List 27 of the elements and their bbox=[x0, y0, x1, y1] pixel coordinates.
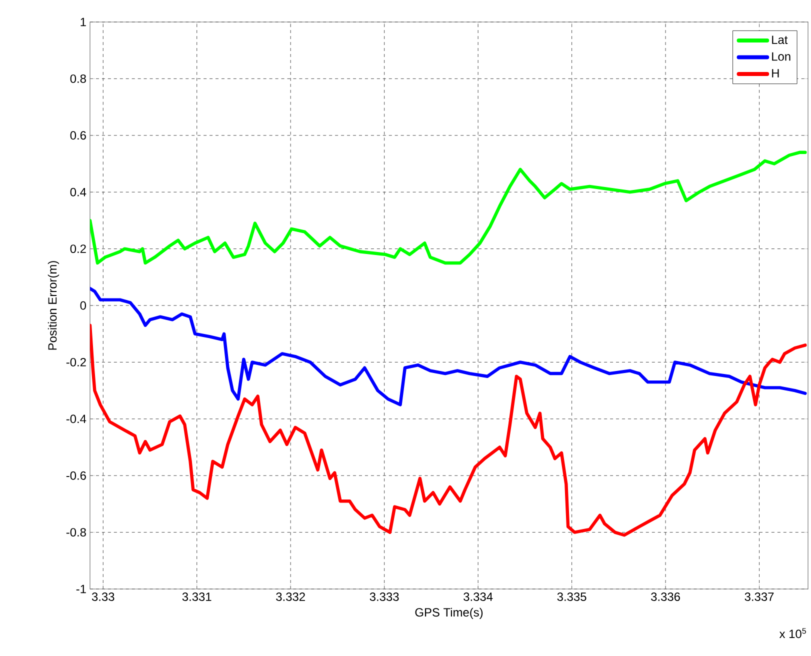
y-tick-label: 0.4 bbox=[70, 188, 86, 196]
x-tick-label: 3.331 bbox=[182, 592, 212, 601]
y-tick-label: -1 bbox=[76, 584, 86, 594]
y-tick-label: -0.6 bbox=[66, 471, 86, 480]
line-series bbox=[90, 286, 807, 406]
y-tick-label: -0.4 bbox=[66, 414, 86, 424]
x-tick-label: 3.334 bbox=[464, 592, 493, 601]
legend-label: Lat bbox=[772, 36, 788, 44]
y-tick-label: 0.6 bbox=[70, 131, 86, 140]
legend-label: Lon bbox=[772, 52, 790, 61]
x-tick-label: 3.332 bbox=[276, 592, 305, 601]
x-tick-label: 3.336 bbox=[651, 592, 680, 601]
line-series bbox=[90, 150, 807, 265]
x-tick-label: 3.33 bbox=[92, 592, 114, 601]
text: x 10$^{5}$ bbox=[779, 628, 806, 638]
y-tick-label: 0.8 bbox=[70, 74, 86, 83]
legend-label: H bbox=[772, 69, 779, 78]
y-tick-label: -0.2 bbox=[66, 358, 86, 366]
x-tick-label: 3.333 bbox=[370, 592, 399, 601]
x-axis-title: GPS Time(s) bbox=[415, 608, 483, 619]
y-axis-title: Position Error(m) bbox=[48, 261, 60, 350]
y-tick-label: 0.2 bbox=[70, 244, 86, 254]
x-tick-label: 3.337 bbox=[744, 592, 774, 601]
y-tick-label: 0 bbox=[80, 301, 86, 310]
x-tick-label: 3.335 bbox=[557, 592, 586, 601]
y-tick-label: 1 bbox=[80, 18, 86, 26]
y-tick-label: -0.8 bbox=[66, 528, 86, 537]
